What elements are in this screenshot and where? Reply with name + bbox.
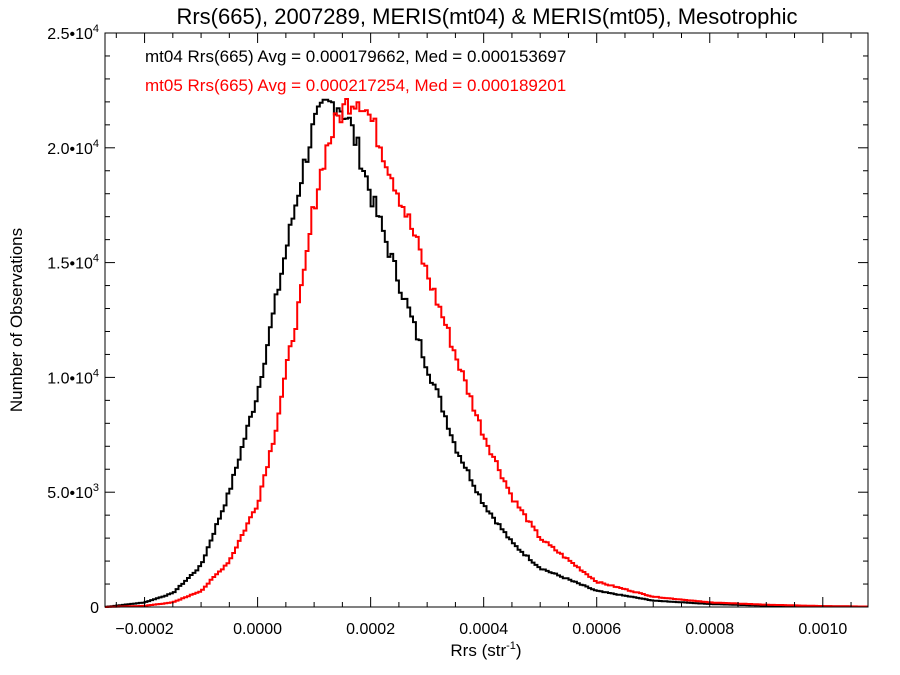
series-layer (105, 98, 868, 608)
y-tick-label: 1.0•104 (47, 367, 99, 387)
y-tick-label: 0 (90, 600, 99, 617)
x-tick-label: 0.0002 (346, 621, 395, 638)
series-line-mt05 (105, 98, 868, 608)
x-axis-label: Rrs (str-1) (450, 640, 521, 660)
plot-area: −0.0002 0.0000 0.0002 0.0004 0.0006 0.0008 0.0… (47, 23, 869, 638)
chart-title: Rrs(665), 2007289, MERIS(mt04) & MERIS(m… (176, 4, 797, 29)
x-tick-label: −0.0002 (115, 621, 173, 638)
y-tick-label: 2.0•104 (47, 138, 99, 158)
x-axis-label-main: Rrs (str (450, 641, 506, 660)
y-tick-label: 5.0•103 (47, 482, 99, 502)
x-tick-label: 0.0004 (459, 621, 508, 638)
x-axis-label-close: ) (516, 641, 522, 660)
x-tick-label: 0.0000 (233, 621, 282, 638)
x-tick-label: 0.0008 (685, 621, 734, 638)
series-line-mt04 (105, 98, 868, 608)
x-axis-label-sup: -1 (506, 640, 516, 652)
annotation-mt05: mt05 Rrs(665) Avg = 0.000217254, Med = 0… (145, 76, 566, 95)
y-tick-label: 1.5•104 (47, 253, 99, 273)
x-tick-label: 0.0006 (572, 621, 621, 638)
y-axis: 0 5.0•103 1.0•104 1.5•104 2.0•104 2.5•104 (47, 23, 868, 617)
y-tick-label: 2.5•104 (47, 23, 99, 43)
annotation-mt04: mt04 Rrs(665) Avg = 0.000179662, Med = 0… (145, 47, 566, 66)
y-axis-label: Number of Observations (7, 228, 26, 412)
plot-frame (104, 32, 869, 608)
x-tick-label: 0.0010 (798, 621, 847, 638)
x-axis: −0.0002 0.0000 0.0002 0.0004 0.0006 0.0008 0.0… (115, 33, 852, 638)
